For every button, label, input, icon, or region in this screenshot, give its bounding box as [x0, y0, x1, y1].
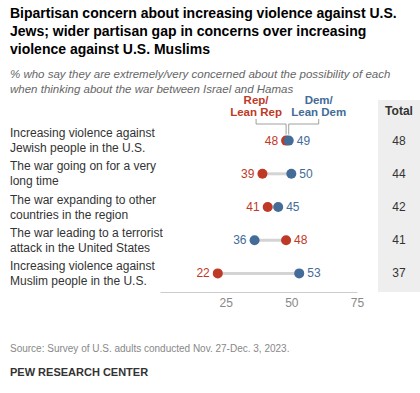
text-line: Rep/ [244, 94, 270, 106]
dot [294, 268, 304, 278]
dot [286, 169, 296, 179]
dot [284, 136, 294, 146]
x-axis: 25 50 75 [161, 292, 365, 310]
text-line: The war leading to a terrorist [10, 226, 163, 240]
tick-label: 75 [351, 296, 365, 310]
data-label: 22 [196, 266, 210, 280]
total-value: 37 [392, 266, 406, 280]
data-label: 53 [307, 266, 321, 280]
legend-label: Dem/Lean Dem [291, 94, 346, 118]
text-line: Increasing violence against [10, 259, 155, 273]
note: PEW RESEARCH CENTER [10, 366, 148, 378]
total-header: Total [385, 104, 413, 118]
dot [213, 268, 223, 278]
dot [263, 202, 273, 212]
dot [273, 202, 283, 212]
text-line: violence against U.S. Muslims [10, 41, 210, 57]
text-line: Bipartisan concern about increasing viol… [10, 5, 397, 21]
tick-label: 25 [219, 296, 233, 310]
total-value: 41 [392, 233, 406, 247]
text-line: The war expanding to other [10, 193, 156, 207]
total-value: 48 [392, 134, 406, 148]
dot [250, 235, 260, 245]
text-line: Dem/ [305, 94, 334, 106]
text-line: Lean Rep [230, 106, 282, 118]
source: Source: Survey of U.S. adults conducted … [10, 343, 289, 354]
total-value: 42 [392, 200, 406, 214]
chart: Bipartisan concern about increasing viol… [0, 0, 420, 393]
category-label: Increasing violence againstMuslim people… [10, 259, 155, 288]
text-line: Muslim people in the U.S. [10, 274, 147, 288]
data-label: 36 [233, 233, 247, 247]
data-label: 50 [299, 167, 313, 181]
text-line: countries in the region [10, 208, 128, 222]
legend-leader [289, 119, 319, 135]
total-value: 44 [392, 167, 406, 181]
text-line: attack in the United States [10, 241, 150, 255]
total-background [378, 100, 420, 292]
tick: 25 [219, 292, 233, 310]
text-line: Increasing violence against [10, 126, 155, 140]
text-line: The war going on for a very [10, 159, 156, 173]
dot [281, 235, 291, 245]
text-line: % who say they are extremely/very concer… [10, 68, 390, 80]
category-label: The war expanding to othercountries in t… [10, 193, 156, 222]
title: Bipartisan concern about increasing viol… [10, 5, 397, 57]
data-label: 48 [265, 134, 279, 148]
category-label: Increasing violence againstJewish people… [10, 126, 155, 155]
connector [218, 272, 299, 275]
legend-leader [256, 119, 286, 135]
text-line: Lean Dem [291, 106, 346, 118]
tick: 50 [285, 292, 299, 310]
category-label: The war leading to a terroristattack in … [10, 226, 163, 255]
subtitle: % who say they are extremely/very concer… [10, 68, 390, 95]
legend-label: Rep/Lean Rep [230, 94, 282, 118]
text-line: long time [10, 174, 59, 188]
dot [257, 169, 267, 179]
category-label: The war going on for a verylong time [10, 159, 156, 188]
data-label: 45 [286, 200, 300, 214]
axis-line [161, 292, 358, 293]
data-label: 48 [294, 233, 308, 247]
text-line: Jews; wider partisan gap in concerns ove… [10, 23, 366, 39]
marks [213, 136, 304, 279]
total-column: Total 48 44 42 41 37 [378, 100, 420, 292]
data-label: 39 [241, 167, 255, 181]
tick-label: 50 [285, 296, 299, 310]
text-line: Jewish people in the U.S. [10, 141, 145, 155]
data-label: 41 [246, 200, 260, 214]
tick: 75 [351, 292, 365, 310]
data-label: 49 [297, 134, 311, 148]
